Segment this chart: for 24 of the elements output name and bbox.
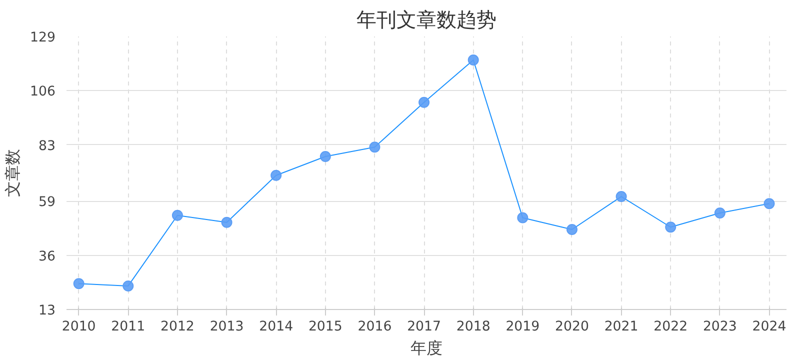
y-tick-label: 36: [38, 249, 56, 264]
x-tick-label: 2011: [111, 320, 146, 334]
x-tick-label: 2018: [456, 320, 490, 334]
x-tick-label: 2024: [752, 320, 786, 334]
x-tick-label: 2021: [604, 320, 638, 334]
x-tick-label: 2023: [702, 320, 737, 334]
y-tick-label: 13: [38, 304, 56, 318]
y-axis-title: 文章数: [3, 149, 22, 197]
y-tick-label: 106: [30, 84, 56, 100]
x-tick-label: 2015: [308, 320, 342, 334]
y-tick-label: 129: [30, 30, 56, 46]
x-tick-label: 2012: [160, 320, 194, 334]
x-tick-label: 2013: [210, 320, 244, 334]
x-tick-label: 2022: [654, 320, 688, 334]
x-tick-label: 2016: [358, 320, 392, 334]
x-tick-label: 2010: [62, 320, 96, 334]
y-tick-label: 59: [38, 195, 56, 210]
x-tick-label: 2017: [407, 320, 441, 334]
y-tick-label: 83: [38, 138, 56, 154]
x-tick-label: 2020: [555, 320, 589, 334]
x-axis-title: 年度: [410, 338, 442, 358]
x-tick-label: 2019: [506, 320, 540, 334]
chart-title: 年刊文章数趋势: [356, 8, 496, 32]
x-tick-label: 2014: [259, 320, 294, 334]
